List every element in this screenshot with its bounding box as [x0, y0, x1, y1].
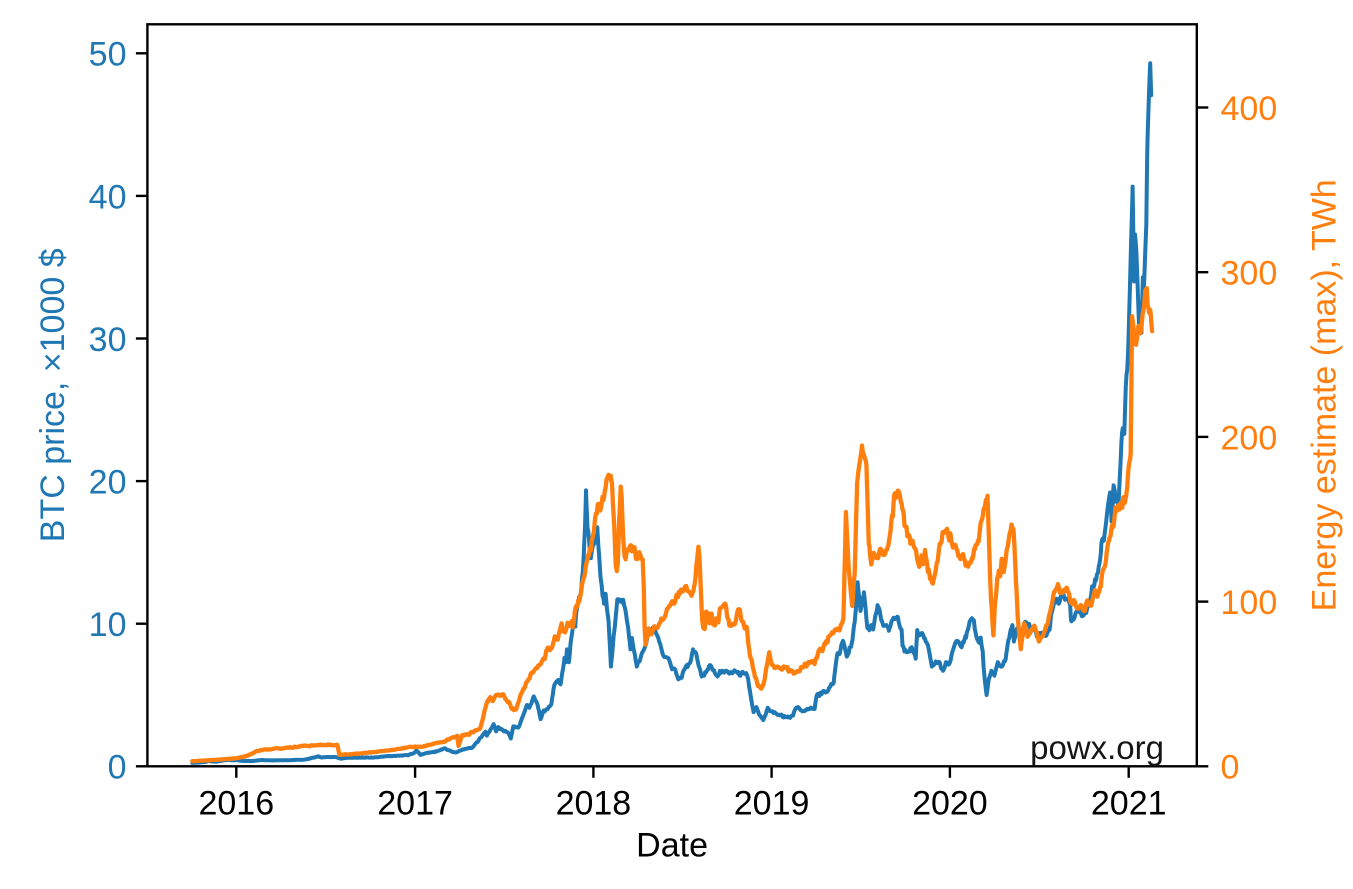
svg-text:30: 30	[89, 321, 127, 359]
svg-text:400: 400	[1221, 90, 1278, 128]
svg-text:100: 100	[1221, 584, 1278, 622]
svg-text:2016: 2016	[198, 784, 274, 822]
svg-text:BTC price, ×1000 $: BTC price, ×1000 $	[34, 248, 72, 542]
svg-text:300: 300	[1221, 255, 1278, 293]
svg-text:50: 50	[89, 36, 127, 74]
svg-text:200: 200	[1221, 419, 1278, 457]
svg-text:Date: Date	[636, 827, 708, 865]
svg-text:40: 40	[89, 178, 127, 216]
svg-text:powx.org: powx.org	[1030, 729, 1164, 766]
svg-text:2019: 2019	[734, 784, 810, 822]
svg-text:2018: 2018	[556, 784, 632, 822]
svg-text:2017: 2017	[377, 784, 453, 822]
svg-text:0: 0	[108, 749, 127, 787]
svg-text:10: 10	[89, 606, 127, 644]
svg-text:Energy estimate (max), TWh: Energy estimate (max), TWh	[1306, 179, 1344, 611]
svg-text:0: 0	[1221, 749, 1240, 787]
svg-text:20: 20	[89, 464, 127, 502]
svg-text:2021: 2021	[1091, 784, 1167, 822]
svg-text:2020: 2020	[912, 784, 988, 822]
